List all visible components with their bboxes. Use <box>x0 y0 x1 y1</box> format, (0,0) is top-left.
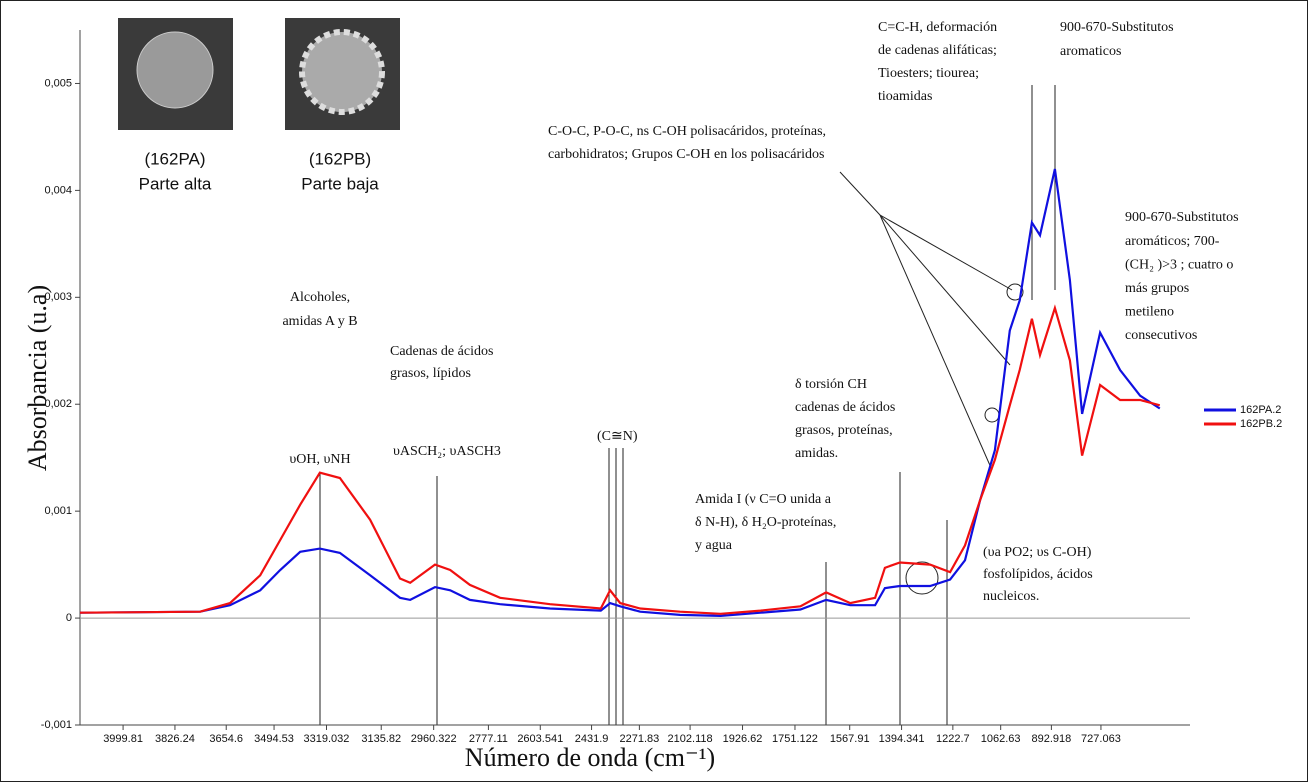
annotation: υOH, υNH <box>289 452 350 467</box>
annotation: cadenas de ácidos <box>795 400 895 415</box>
annotation: 900-670-Substitutos <box>1060 20 1174 35</box>
annotation: υASCH₂; υASCH3 <box>393 444 501 459</box>
annotation: grasos, lípidos <box>390 366 471 381</box>
sem-particle <box>299 29 385 115</box>
annotation: δ torsión CH <box>795 377 867 392</box>
sem-particle <box>136 31 214 109</box>
x-tick-label: 2271.83 <box>620 733 660 745</box>
y-tick-label: 0,002 <box>44 398 72 410</box>
x-tick-label: 3826.24 <box>155 733 195 745</box>
x-tick-label: 3494.53 <box>254 733 294 745</box>
annotation: fosfolípidos, ácidos <box>983 567 1093 582</box>
annotation: nucleicos. <box>983 589 1039 604</box>
annotation: tioamidas <box>878 89 932 104</box>
annotation: de cadenas alifáticas; <box>878 43 997 58</box>
x-tick-label: 1222.7 <box>936 733 970 745</box>
y-tick-label: 0,003 <box>44 291 72 303</box>
y-tick-label: 0 <box>66 612 72 624</box>
annotation: Amida I (ν C=O unida a <box>695 492 832 507</box>
annotation: metileno <box>1125 305 1174 320</box>
series-line <box>79 168 1161 618</box>
image-caption: (162PB) <box>309 149 371 168</box>
annotation: Cadenas de ácidos <box>390 344 493 359</box>
annotation: Tioesters; tiourea; <box>878 66 979 81</box>
x-axis-label: Número de onda (cm⁻¹) <box>465 743 715 772</box>
x-tick-label: 3135.82 <box>361 733 401 745</box>
x-tick-label: 2102.118 <box>668 733 713 745</box>
x-tick-label: 727.063 <box>1081 733 1121 745</box>
annotation: Alcoholes, <box>290 290 350 305</box>
x-tick-label: 892.918 <box>1032 733 1072 745</box>
pointer <box>879 214 1011 366</box>
annotation: 900-670-Substitutos <box>1125 210 1239 225</box>
annotation: más grupos <box>1125 281 1189 296</box>
annotation: consecutivos <box>1125 328 1197 343</box>
x-tick-label: 1567.91 <box>830 733 870 745</box>
image-caption: (162PA) <box>144 149 205 168</box>
series-line <box>79 304 1161 615</box>
image-caption: Parte baja <box>301 174 379 193</box>
y-tick-label: 0,005 <box>44 77 72 89</box>
annotation: C=C-H, deformación <box>878 20 997 35</box>
x-tick-label: 3999.81 <box>103 733 143 745</box>
annotation: aromáticos; 700- <box>1125 234 1220 249</box>
pointer <box>879 214 1013 291</box>
sem-images <box>118 18 400 130</box>
annotation: (υa PO2; υs C-OH) <box>983 545 1092 560</box>
pointer <box>839 171 881 216</box>
x-tick-label: 3319.032 <box>304 733 350 745</box>
legend-label: 162PB.2 <box>1240 418 1282 430</box>
y-axis-label: Absorbancia (u.a) <box>23 285 52 471</box>
x-tick-label: 2603.541 <box>517 733 563 745</box>
annotation: carbohidratos; Grupos C-OH en los polisa… <box>548 147 824 162</box>
marker-circle <box>905 561 939 595</box>
x-tick-label: 2960.322 <box>411 733 457 745</box>
x-tick-label: 3654.6 <box>209 733 243 745</box>
pointers <box>319 85 1056 725</box>
annotation: δ N-H), δ H₂O-proteínas, <box>695 515 836 530</box>
annotation: C-O-C, P-O-C, ns C-OH polisacáridos, pro… <box>548 124 826 139</box>
annotation: (CH₂ )>3 ; cuatro o <box>1125 257 1233 272</box>
legend-label: 162PA.2 <box>1240 404 1281 416</box>
annotation: grasos, proteínas, <box>795 423 893 438</box>
image-caption: Parte alta <box>139 174 212 193</box>
annotation: (C≅N) <box>597 429 638 444</box>
annotation: amidas A y B <box>282 314 357 329</box>
y-tick-label: 0,001 <box>44 505 72 517</box>
marker-circle <box>1006 283 1024 301</box>
annotation: y agua <box>695 538 733 553</box>
annotation: amidas. <box>795 446 838 461</box>
pointer <box>879 214 993 471</box>
x-tick-label: 2777.11 <box>469 733 508 745</box>
x-tick-label: 1751.122 <box>772 733 818 745</box>
x-tick-label: 1926.62 <box>723 733 763 745</box>
x-tick-label: 1394.341 <box>879 733 925 745</box>
y-tick-label: -0,001 <box>41 719 72 731</box>
annotation: aromaticos <box>1060 44 1121 59</box>
x-tick-label: 2431.9 <box>575 733 609 745</box>
y-tick-label: 0,004 <box>44 184 72 196</box>
x-tick-label: 1062.63 <box>981 733 1021 745</box>
